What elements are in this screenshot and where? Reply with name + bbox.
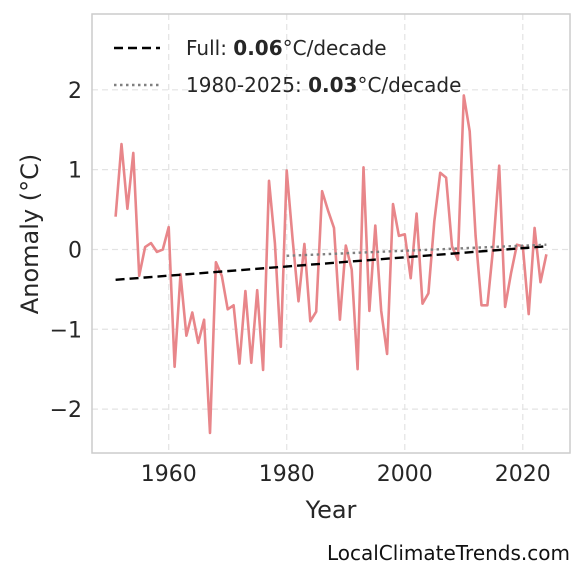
y-tick-label: 0	[68, 238, 82, 263]
y-tick-label: −2	[50, 398, 82, 423]
y-axis-label: Anomaly (°C)	[16, 154, 44, 314]
full-trend-line	[115, 245, 547, 281]
watermark: LocalClimateTrends.com	[327, 541, 570, 565]
legend: Full: 0.06°C/decade 1980-2025: 0.03°C/dec…	[114, 36, 461, 97]
y-tick-label: −1	[50, 318, 82, 343]
x-tick-label: 1980	[259, 462, 315, 487]
plot-frame	[91, 13, 571, 454]
grid	[92, 14, 570, 453]
series-layer	[114, 94, 548, 435]
y-tick-label: 1	[68, 159, 82, 184]
x-tick-labels: 1960 1980 2000 2020	[141, 462, 551, 487]
legend-entry: Full: 0.06°C/decade	[186, 36, 387, 60]
x-tick-label: 2000	[377, 462, 433, 487]
x-tick-label: 1960	[141, 462, 197, 487]
anomaly-series-line	[114, 94, 548, 435]
legend-entry: 1980-2025: 0.03°C/decade	[186, 73, 461, 97]
y-tick-labels: −2 −1 0 1 2	[50, 79, 82, 423]
recent-trend-line	[286, 243, 547, 257]
x-axis-label: Year	[305, 496, 357, 524]
y-tick-label: 2	[68, 79, 82, 104]
x-tick-label: 2020	[495, 462, 551, 487]
